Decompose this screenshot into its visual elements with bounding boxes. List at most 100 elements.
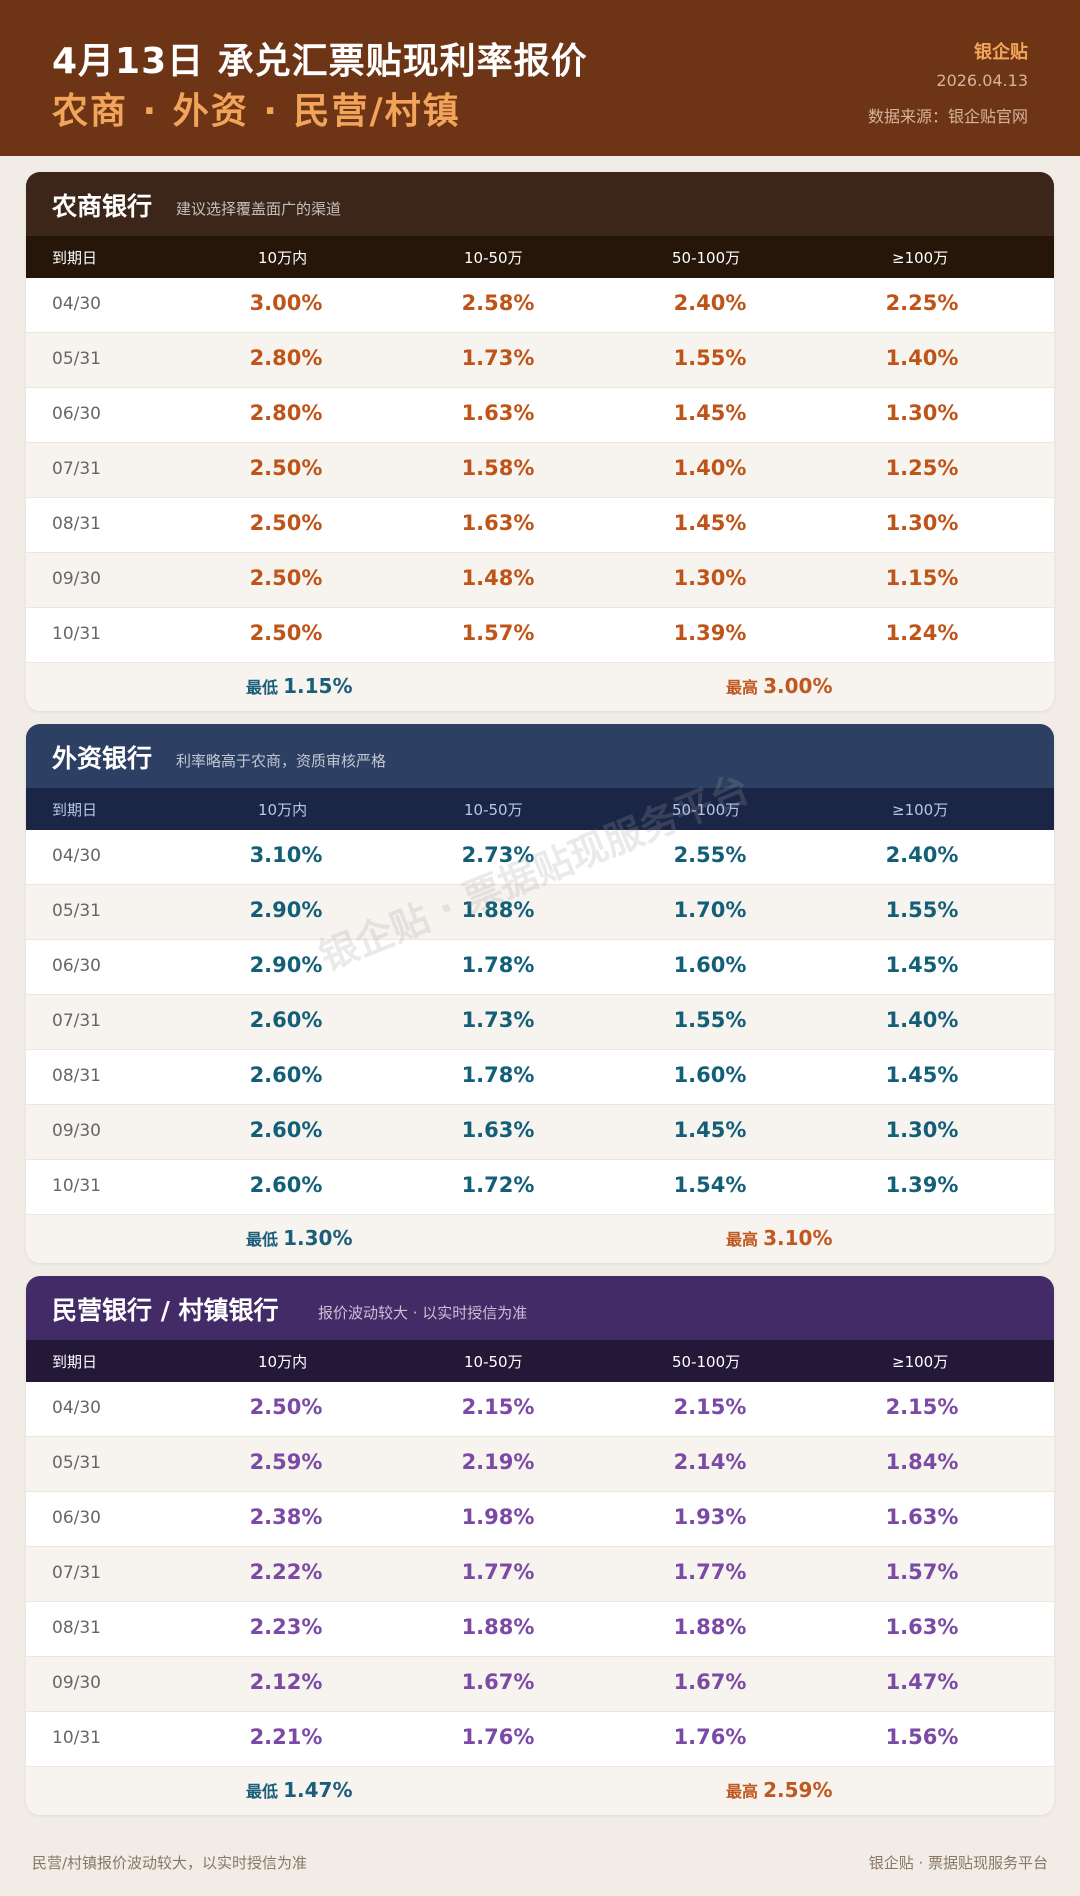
section-header: 农商银行 建议选择覆盖面广的渠道: [26, 172, 1054, 236]
table-row: 06/30 2.80% 1.63% 1.45% 1.30%: [26, 388, 1054, 443]
due-date: 06/30: [52, 956, 101, 976]
rate-cell: 2.80%: [249, 346, 323, 370]
column-header-10-50w: 10-50万: [464, 249, 523, 267]
rate-table: 04/30 2.50% 2.15% 2.15% 2.15% 05/31 2.59% 2.19…: [26, 1382, 1054, 1767]
page-title: 4月13日 承兑汇票贴现利率报价: [52, 41, 588, 82]
rate-cell: 2.58%: [461, 291, 535, 315]
rate-cell: 1.88%: [673, 1615, 747, 1639]
rate-cell: 1.57%: [461, 621, 535, 645]
rate-cell: 2.60%: [249, 1173, 323, 1197]
min-rate-value: 1.30%: [283, 1226, 353, 1250]
due-date: 08/31: [52, 1066, 101, 1086]
rate-cell: 1.24%: [885, 621, 959, 645]
rate-cell: 2.22%: [249, 1560, 323, 1584]
rate-cell: 1.47%: [885, 1670, 959, 1694]
rate-cell: 1.25%: [885, 456, 959, 480]
max-rate-value: 3.00%: [763, 674, 833, 698]
max-rate-value: 3.10%: [763, 1226, 833, 1250]
due-date: 07/31: [52, 1563, 101, 1583]
rate-cell: 1.45%: [673, 1118, 747, 1142]
max-rate: 最高 3.00%: [726, 674, 833, 698]
column-header-under-10w: 10万内: [258, 1353, 308, 1371]
rate-cell: 1.45%: [885, 953, 959, 977]
rate-cell: 2.50%: [249, 456, 323, 480]
due-date: 09/30: [52, 1121, 101, 1141]
due-date: 05/31: [52, 901, 101, 921]
rate-cell: 2.60%: [249, 1008, 323, 1032]
section-subtitle: 建议选择覆盖面广的渠道: [176, 200, 342, 218]
table-row: 05/31 2.90% 1.88% 1.70% 1.55%: [26, 885, 1054, 940]
rate-cell: 1.63%: [461, 511, 535, 535]
rate-cell: 2.19%: [461, 1450, 535, 1474]
rate-cell: 1.15%: [885, 566, 959, 590]
rate-cell: 1.60%: [673, 1063, 747, 1087]
column-header-50-100w: 50-100万: [672, 1353, 741, 1371]
rate-cell: 1.40%: [673, 456, 747, 480]
due-date: 09/30: [52, 569, 101, 589]
section-minying: 民营银行 / 村镇银行 报价波动较大 · 以实时授信为准 到期日 10万内 10…: [26, 1276, 1054, 1815]
report-date: 2026.04.13: [936, 71, 1028, 90]
min-rate-label: 最低: [246, 1230, 279, 1249]
table-row: 04/30 2.50% 2.15% 2.15% 2.15%: [26, 1382, 1054, 1437]
column-header-due: 到期日: [52, 1353, 98, 1371]
rate-cell: 1.54%: [673, 1173, 747, 1197]
rate-cell: 2.40%: [673, 291, 747, 315]
table-row: 07/31 2.60% 1.73% 1.55% 1.40%: [26, 995, 1054, 1050]
due-date: 10/31: [52, 1176, 101, 1196]
rate-table: 04/30 3.10% 2.73% 2.55% 2.40% 05/31 2.90% 1.88…: [26, 830, 1054, 1215]
min-rate-label: 最低: [246, 678, 279, 697]
column-header-50-100w: 50-100万: [672, 249, 741, 267]
rate-cell: 1.39%: [673, 621, 747, 645]
column-header-row: 到期日 10万内 10-50万 50-100万 ≥100万: [26, 236, 1054, 278]
rate-cell: 2.50%: [249, 621, 323, 645]
brand-name: 银企贴: [974, 42, 1028, 63]
rate-cell: 1.88%: [461, 1615, 535, 1639]
rate-cell: 1.55%: [885, 898, 959, 922]
column-header-row: 到期日 10万内 10-50万 50-100万 ≥100万: [26, 1340, 1054, 1382]
max-rate-label: 最高: [726, 1230, 759, 1249]
rate-cell: 1.55%: [673, 346, 747, 370]
due-date: 08/31: [52, 514, 101, 534]
table-row: 09/30 2.60% 1.63% 1.45% 1.30%: [26, 1105, 1054, 1160]
section-header: 外资银行 利率略高于农商，资质审核严格: [26, 724, 1054, 788]
rate-cell: 1.45%: [885, 1063, 959, 1087]
rate-cell: 1.30%: [885, 401, 959, 425]
rate-cell: 1.56%: [885, 1725, 959, 1749]
rate-cell: 2.60%: [249, 1118, 323, 1142]
table-row: 10/31 2.21% 1.76% 1.76% 1.56%: [26, 1712, 1054, 1767]
column-header-over-100w: ≥100万: [892, 801, 949, 819]
table-row: 08/31 2.23% 1.88% 1.88% 1.63%: [26, 1602, 1054, 1657]
due-date: 06/30: [52, 1508, 101, 1528]
due-date: 10/31: [52, 1728, 101, 1748]
data-source: 数据来源：银企贴官网: [867, 107, 1028, 126]
table-row: 06/30 2.38% 1.98% 1.93% 1.63%: [26, 1492, 1054, 1547]
table-row: 08/31 2.50% 1.63% 1.45% 1.30%: [26, 498, 1054, 553]
rate-cell: 1.72%: [461, 1173, 535, 1197]
min-rate-value: 1.15%: [283, 674, 353, 698]
table-row: 07/31 2.50% 1.58% 1.40% 1.25%: [26, 443, 1054, 498]
rate-cell: 1.30%: [885, 1118, 959, 1142]
rate-cell: 1.39%: [885, 1173, 959, 1197]
section-subtitle: 报价波动较大 · 以实时授信为准: [318, 1304, 528, 1322]
rate-cell: 2.25%: [885, 291, 959, 315]
rate-cell: 1.67%: [461, 1670, 535, 1694]
due-date: 04/30: [52, 1398, 101, 1418]
table-row: 07/31 2.22% 1.77% 1.77% 1.57%: [26, 1547, 1054, 1602]
column-header-under-10w: 10万内: [258, 801, 308, 819]
rate-cell: 1.30%: [673, 566, 747, 590]
page-header: 4月13日 承兑汇票贴现利率报价 农商 · 外资 · 民营/村镇 银企贴 202…: [0, 0, 1080, 156]
table-row: 06/30 2.90% 1.78% 1.60% 1.45%: [26, 940, 1054, 995]
rate-cell: 3.00%: [249, 291, 323, 315]
max-rate-label: 最高: [726, 678, 759, 697]
min-rate: 最低 1.15%: [246, 674, 353, 698]
rate-cell: 2.14%: [673, 1450, 747, 1474]
page-subtitle: 农商 · 外资 · 民营/村镇: [52, 91, 461, 132]
table-row: 09/30 2.12% 1.67% 1.67% 1.47%: [26, 1657, 1054, 1712]
min-rate: 最低 1.47%: [246, 1778, 353, 1802]
column-header-due: 到期日: [52, 249, 98, 267]
rate-table: 04/30 3.00% 2.58% 2.40% 2.25% 05/31 2.80% 1.73…: [26, 278, 1054, 663]
table-row: 10/31 2.60% 1.72% 1.54% 1.39%: [26, 1160, 1054, 1215]
rate-cell: 1.63%: [885, 1505, 959, 1529]
rate-cell: 1.63%: [461, 401, 535, 425]
rate-cell: 1.63%: [461, 1118, 535, 1142]
